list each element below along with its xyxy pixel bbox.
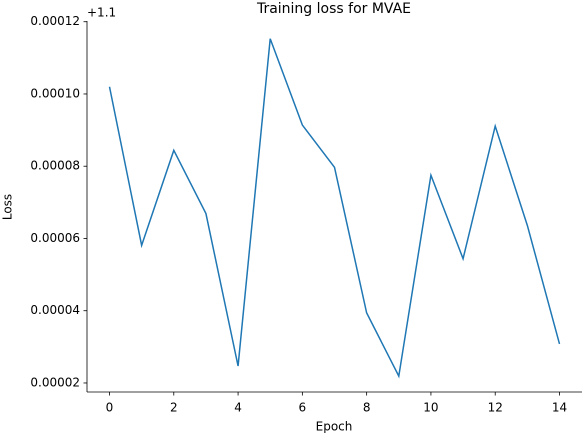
x-tick-label: 2 bbox=[170, 401, 178, 415]
y-tick-label: 0.00008 bbox=[30, 159, 80, 173]
line-series bbox=[108, 38, 561, 379]
x-tick-label: 14 bbox=[552, 401, 567, 415]
y-offset-label: +1.1 bbox=[87, 6, 116, 20]
x-axis-label: Epoch bbox=[316, 420, 353, 434]
y-axis-label: Loss bbox=[1, 194, 15, 220]
chart-title: Training loss for MVAE bbox=[256, 1, 411, 17]
y-tick-label: 0.00002 bbox=[30, 375, 80, 389]
x-tick-label: 12 bbox=[488, 401, 503, 415]
y-tick-label: 0.00004 bbox=[30, 303, 80, 317]
y-tick-label: 0.00006 bbox=[30, 231, 80, 245]
x-tick-label: 8 bbox=[363, 401, 371, 415]
y-tick-label: 0.00012 bbox=[30, 14, 80, 28]
x-tick-label: 4 bbox=[234, 401, 242, 415]
x-tick-label: 6 bbox=[299, 401, 307, 415]
x-tick-label: 10 bbox=[423, 401, 438, 415]
y-tick-label: 0.00010 bbox=[30, 86, 80, 100]
x-tick-label: 0 bbox=[106, 401, 114, 415]
